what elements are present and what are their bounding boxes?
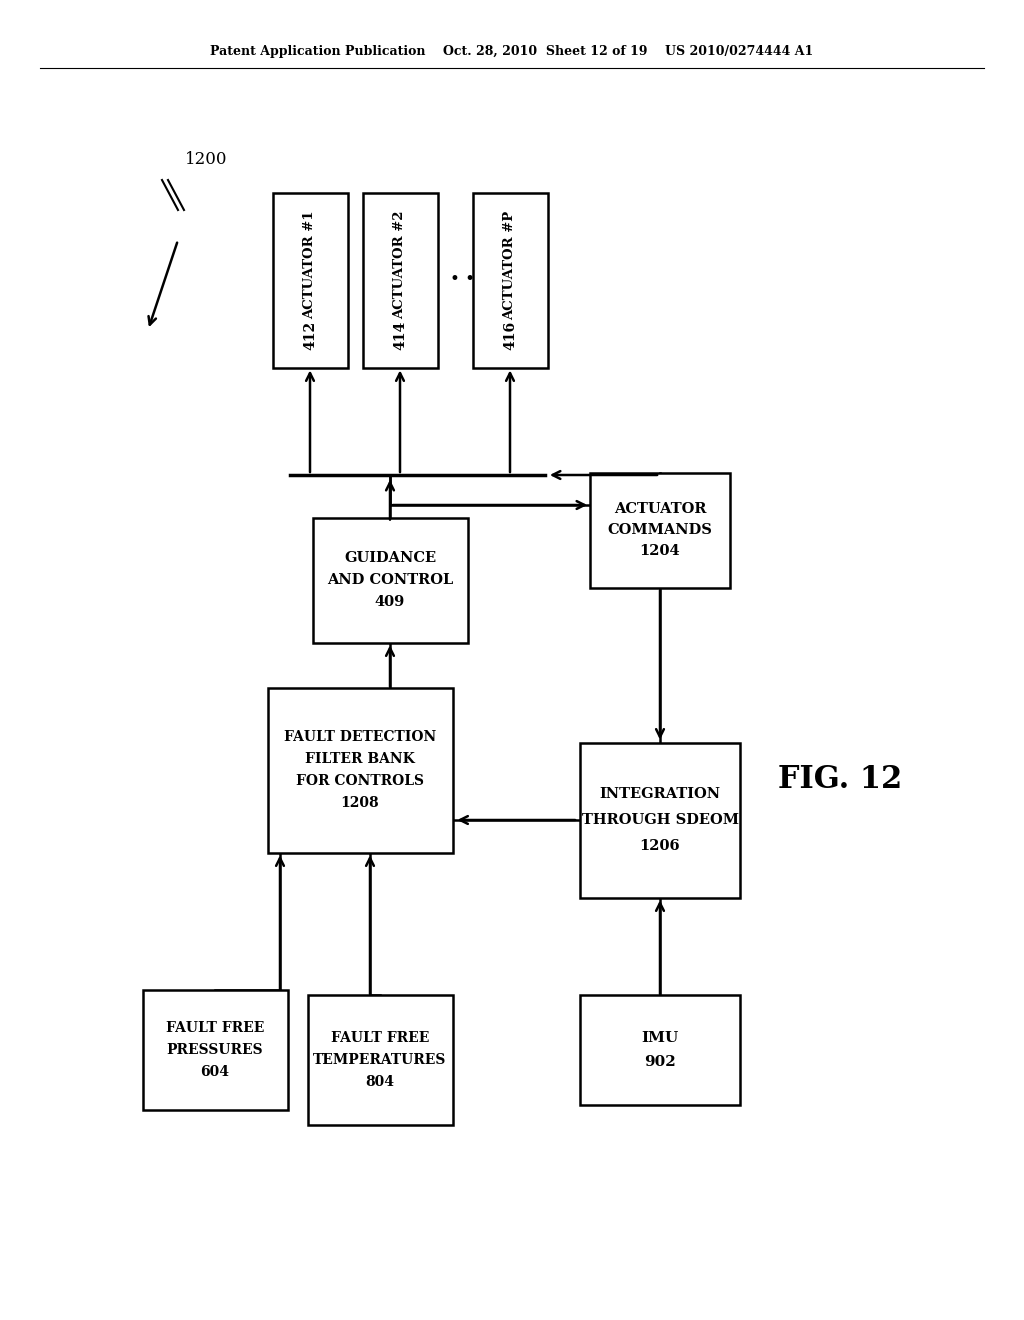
Text: THROUGH SDEOM: THROUGH SDEOM	[582, 813, 738, 828]
Text: COMMANDS: COMMANDS	[607, 523, 713, 537]
Text: 1206: 1206	[640, 840, 680, 853]
Text: FOR CONTROLS: FOR CONTROLS	[296, 774, 424, 788]
Bar	[580, 995, 740, 1105]
Bar	[272, 193, 347, 367]
Text: 1208: 1208	[341, 796, 379, 810]
Text: ACTUATOR #2: ACTUATOR #2	[393, 211, 407, 319]
Text: ACTUATOR #P: ACTUATOR #P	[504, 210, 516, 319]
Bar	[142, 990, 288, 1110]
Bar	[472, 193, 548, 367]
Text: 604: 604	[201, 1065, 229, 1078]
Text: FAULT DETECTION: FAULT DETECTION	[284, 730, 436, 744]
Text: 409: 409	[375, 595, 406, 609]
Text: 804: 804	[366, 1074, 394, 1089]
Text: FIG. 12: FIG. 12	[778, 764, 902, 796]
Text: TEMPERATURES: TEMPERATURES	[313, 1053, 446, 1067]
Bar	[362, 193, 437, 367]
Bar	[307, 995, 453, 1125]
Text: INTEGRATION: INTEGRATION	[599, 787, 721, 801]
Text: FILTER BANK: FILTER BANK	[305, 752, 415, 766]
Text: 902: 902	[644, 1056, 676, 1069]
Text: 1204: 1204	[640, 544, 680, 558]
Text: 414: 414	[393, 321, 407, 350]
Text: PRESSURES: PRESSURES	[167, 1043, 263, 1057]
Bar	[580, 742, 740, 898]
Text: 416: 416	[503, 321, 517, 350]
Text: ACTUATOR: ACTUATOR	[613, 502, 707, 516]
Text: GUIDANCE: GUIDANCE	[344, 550, 436, 565]
Text: 1200: 1200	[185, 152, 227, 169]
Text: AND CONTROL: AND CONTROL	[327, 573, 454, 587]
Text: 412: 412	[303, 321, 317, 350]
Text: IMU: IMU	[641, 1031, 679, 1044]
Text: FAULT FREE: FAULT FREE	[331, 1031, 429, 1045]
Bar	[312, 517, 468, 643]
Bar	[267, 688, 453, 853]
Text: ACTUATOR #1: ACTUATOR #1	[303, 211, 316, 319]
Text: • •: • •	[450, 272, 474, 289]
Bar	[590, 473, 730, 587]
Text: Patent Application Publication    Oct. 28, 2010  Sheet 12 of 19    US 2010/02744: Patent Application Publication Oct. 28, …	[210, 45, 814, 58]
Text: FAULT FREE: FAULT FREE	[166, 1020, 264, 1035]
